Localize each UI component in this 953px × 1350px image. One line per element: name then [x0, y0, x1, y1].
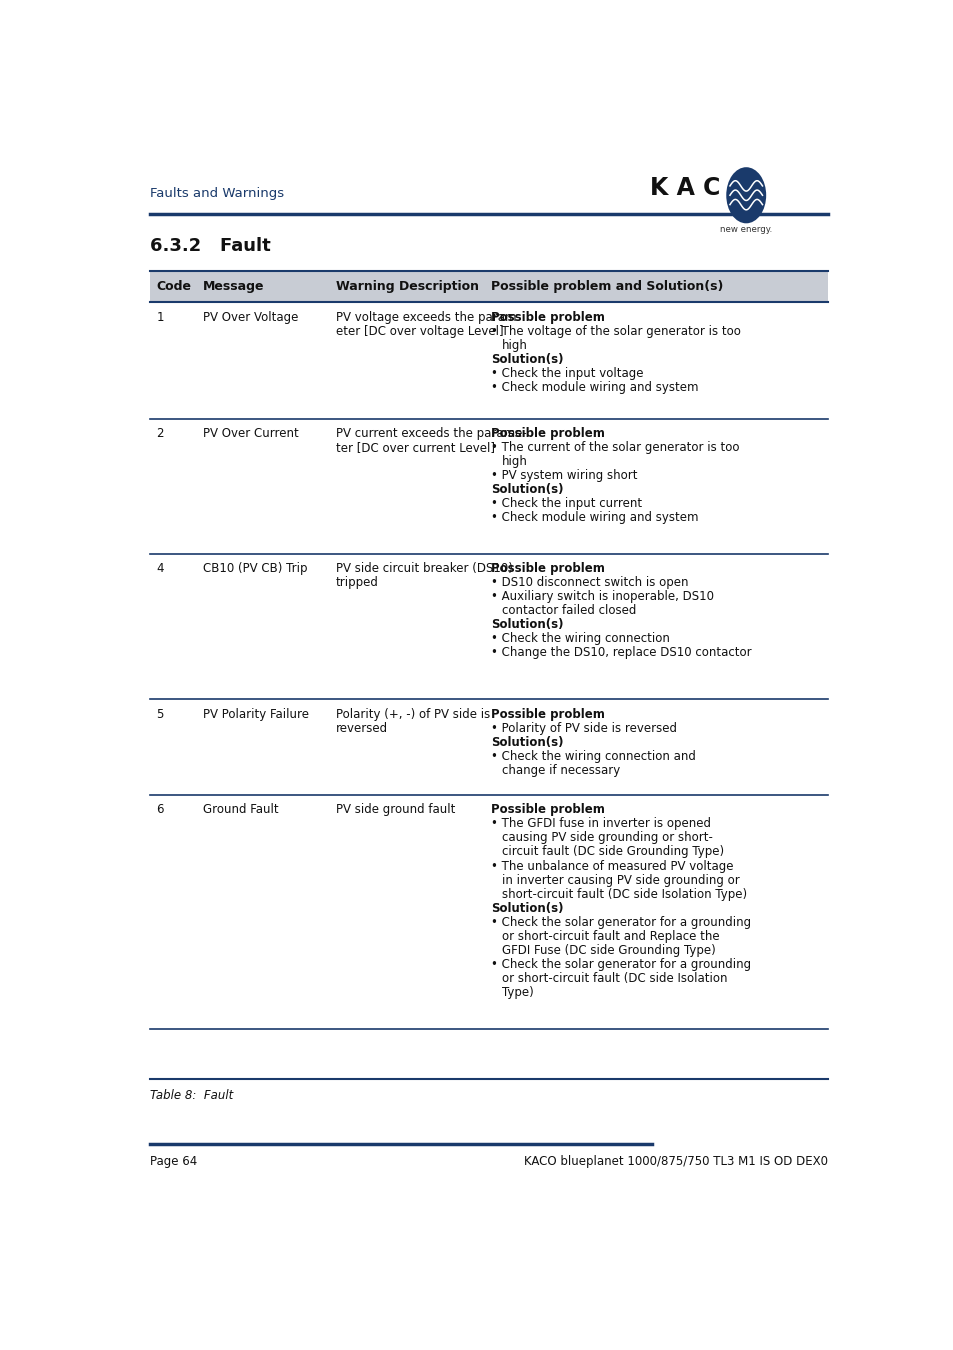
Text: Possible problem: Possible problem	[491, 803, 604, 817]
Text: • Check the solar generator for a grounding: • Check the solar generator for a ground…	[491, 957, 750, 971]
Text: K A C O: K A C O	[649, 177, 748, 200]
Text: Ground Fault: Ground Fault	[203, 803, 278, 817]
Text: GFDI Fuse (DC side Grounding Type): GFDI Fuse (DC side Grounding Type)	[501, 944, 716, 957]
Text: Solution(s): Solution(s)	[491, 618, 563, 632]
Text: 2: 2	[156, 427, 164, 440]
Text: Page 64: Page 64	[151, 1154, 197, 1168]
Text: Possible problem: Possible problem	[491, 310, 604, 324]
Text: high: high	[501, 339, 528, 352]
Text: reversed: reversed	[335, 722, 388, 734]
Text: causing PV side grounding or short-: causing PV side grounding or short-	[501, 832, 712, 845]
Text: • DS10 disconnect switch is open: • DS10 disconnect switch is open	[491, 576, 688, 589]
Text: KACO blueplanet 1000/875/750 TL3 M1 IS OD DEX0: KACO blueplanet 1000/875/750 TL3 M1 IS O…	[523, 1154, 826, 1168]
Text: circuit fault (DC side Grounding Type): circuit fault (DC side Grounding Type)	[501, 845, 723, 859]
Text: • Check the input voltage: • Check the input voltage	[491, 367, 643, 379]
Text: Table 8:  Fault: Table 8: Fault	[151, 1089, 233, 1102]
Text: change if necessary: change if necessary	[501, 764, 619, 776]
Text: PV Polarity Failure: PV Polarity Failure	[203, 707, 309, 721]
Text: 5: 5	[156, 707, 163, 721]
Text: Possible problem: Possible problem	[491, 707, 604, 721]
Text: 6: 6	[156, 803, 164, 817]
Text: contactor failed closed: contactor failed closed	[501, 605, 636, 617]
Text: • Check module wiring and system: • Check module wiring and system	[491, 512, 698, 524]
Text: Possible problem: Possible problem	[491, 427, 604, 440]
Text: Code: Code	[156, 281, 191, 293]
Text: Faults and Warnings: Faults and Warnings	[151, 188, 284, 200]
Text: • Change the DS10, replace DS10 contactor: • Change the DS10, replace DS10 contacto…	[491, 647, 751, 659]
Text: Solution(s): Solution(s)	[491, 902, 563, 914]
Text: 4: 4	[156, 562, 164, 575]
Text: • The current of the solar generator is too: • The current of the solar generator is …	[491, 441, 739, 454]
Text: PV Over Voltage: PV Over Voltage	[203, 310, 298, 324]
Text: • The unbalance of measured PV voltage: • The unbalance of measured PV voltage	[491, 860, 733, 872]
Text: Warning Description: Warning Description	[335, 281, 478, 293]
Text: PV side circuit breaker (DS10): PV side circuit breaker (DS10)	[335, 562, 512, 575]
Text: CB10 (PV CB) Trip: CB10 (PV CB) Trip	[203, 562, 307, 575]
Text: ter [DC over current Level]: ter [DC over current Level]	[335, 441, 495, 454]
Text: PV voltage exceeds the param-: PV voltage exceeds the param-	[335, 310, 520, 324]
Text: • Check the solar generator for a grounding: • Check the solar generator for a ground…	[491, 915, 750, 929]
Text: Polarity (+, -) of PV side is: Polarity (+, -) of PV side is	[335, 707, 490, 721]
Text: PV Over Current: PV Over Current	[203, 427, 298, 440]
Text: Type): Type)	[501, 986, 534, 999]
Text: Possible problem: Possible problem	[491, 562, 604, 575]
Text: Solution(s): Solution(s)	[491, 736, 563, 749]
Text: • Polarity of PV side is reversed: • Polarity of PV side is reversed	[491, 722, 677, 734]
Circle shape	[725, 167, 765, 223]
Text: • PV system wiring short: • PV system wiring short	[491, 470, 637, 482]
Text: eter [DC over voltage Level]: eter [DC over voltage Level]	[335, 325, 503, 338]
Text: or short-circuit fault (DC side Isolation: or short-circuit fault (DC side Isolatio…	[501, 972, 727, 984]
Bar	[151, 271, 826, 302]
Text: PV side ground fault: PV side ground fault	[335, 803, 455, 817]
Text: Possible problem and Solution(s): Possible problem and Solution(s)	[491, 281, 722, 293]
Text: tripped: tripped	[335, 576, 378, 589]
Text: 1: 1	[156, 310, 164, 324]
Text: • Check the wiring connection and: • Check the wiring connection and	[491, 749, 696, 763]
Text: or short-circuit fault and Replace the: or short-circuit fault and Replace the	[501, 930, 720, 942]
Text: in inverter causing PV side grounding or: in inverter causing PV side grounding or	[501, 873, 740, 887]
Text: high: high	[501, 455, 528, 468]
Text: short-circuit fault (DC side Isolation Type): short-circuit fault (DC side Isolation T…	[501, 887, 746, 900]
Text: • Check the input current: • Check the input current	[491, 497, 641, 510]
Text: new energy.: new energy.	[720, 225, 772, 235]
Text: 6.3.2   Fault: 6.3.2 Fault	[151, 236, 271, 255]
Text: • The voltage of the solar generator is too: • The voltage of the solar generator is …	[491, 325, 740, 338]
Text: Message: Message	[203, 281, 264, 293]
Text: • The GFDI fuse in inverter is opened: • The GFDI fuse in inverter is opened	[491, 817, 710, 830]
Text: • Check the wiring connection: • Check the wiring connection	[491, 632, 669, 645]
Text: • Auxiliary switch is inoperable, DS10: • Auxiliary switch is inoperable, DS10	[491, 590, 714, 603]
Text: PV current exceeds the parame-: PV current exceeds the parame-	[335, 427, 526, 440]
Text: Solution(s): Solution(s)	[491, 483, 563, 497]
Text: • Check module wiring and system: • Check module wiring and system	[491, 381, 698, 394]
Text: Solution(s): Solution(s)	[491, 352, 563, 366]
